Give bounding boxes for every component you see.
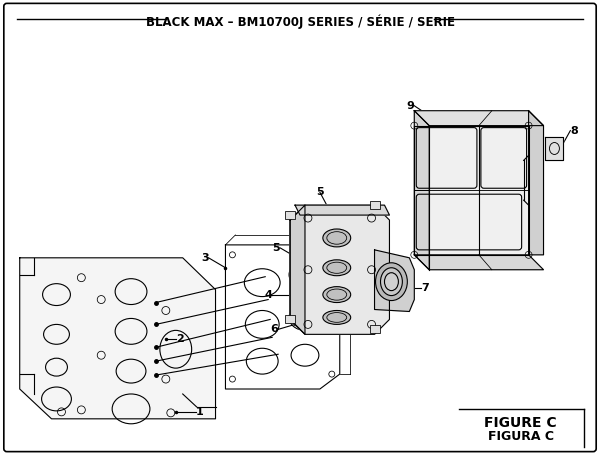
Text: 6: 6 [270, 324, 278, 334]
Text: 3: 3 [201, 253, 209, 263]
Text: 5: 5 [272, 243, 280, 253]
Polygon shape [295, 205, 389, 215]
Bar [285, 211, 295, 219]
Text: 5: 5 [316, 187, 323, 197]
Polygon shape [414, 111, 544, 126]
Text: FIGURA C: FIGURA C [488, 430, 554, 443]
Text: 8: 8 [571, 126, 578, 136]
Text: 1: 1 [196, 407, 203, 417]
Bar [370, 325, 380, 334]
Ellipse shape [380, 268, 403, 296]
Ellipse shape [385, 273, 398, 291]
Polygon shape [414, 255, 544, 270]
Ellipse shape [323, 310, 350, 324]
Ellipse shape [323, 260, 350, 276]
Ellipse shape [323, 229, 350, 247]
Polygon shape [414, 111, 429, 270]
Polygon shape [20, 258, 215, 419]
Polygon shape [374, 250, 414, 312]
Text: 9: 9 [406, 101, 414, 111]
Polygon shape [414, 126, 529, 255]
Bar [370, 201, 380, 209]
Polygon shape [290, 205, 389, 334]
Ellipse shape [376, 263, 407, 301]
Polygon shape [545, 136, 563, 161]
Bar [285, 315, 295, 324]
Text: 2: 2 [176, 334, 184, 344]
Polygon shape [529, 111, 544, 255]
Text: 4: 4 [264, 289, 272, 299]
Text: BLACK MAX – BM10700J SERIES / SÉRIE / SERIE: BLACK MAX – BM10700J SERIES / SÉRIE / SE… [146, 14, 455, 29]
Polygon shape [290, 205, 305, 334]
Ellipse shape [323, 287, 350, 303]
Text: FIGURE C: FIGURE C [484, 416, 557, 430]
Text: 7: 7 [421, 283, 429, 293]
